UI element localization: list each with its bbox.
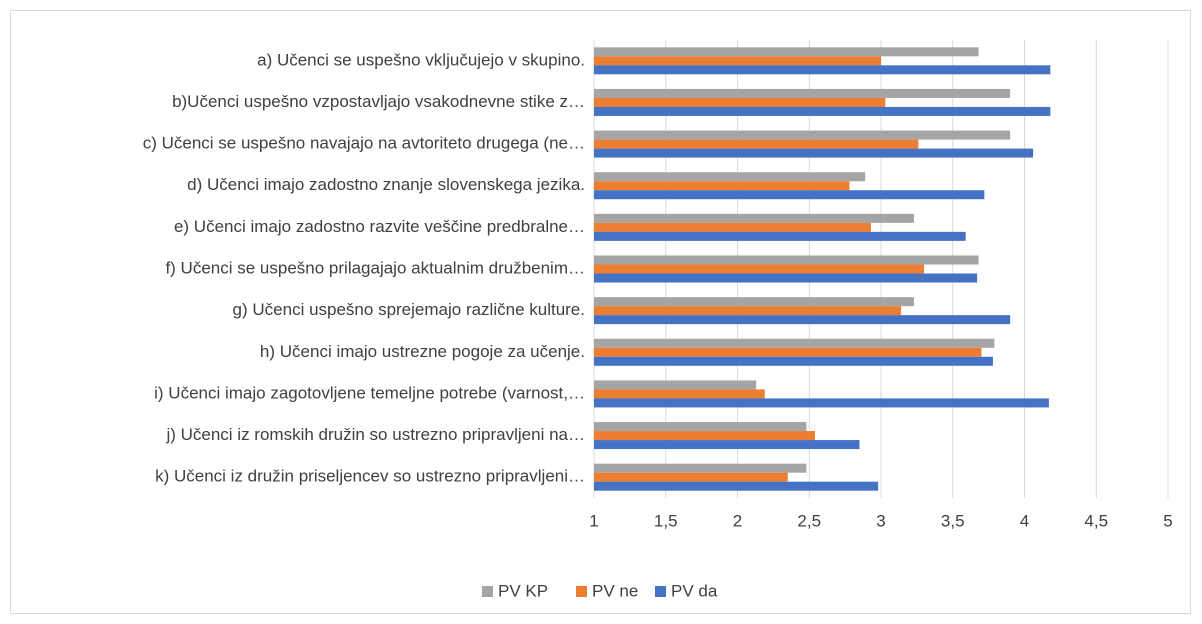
bar (594, 97, 886, 107)
x-tick-label: 3,5 (941, 511, 965, 530)
bar (594, 315, 1011, 325)
x-tick-label: 4 (1020, 511, 1029, 530)
bar (594, 472, 788, 482)
bar (594, 106, 1051, 116)
legend-label: PV ne (592, 581, 638, 600)
y-tick-label: f) Učenci se uspešno prilagajajo aktualn… (165, 258, 585, 277)
x-tick-label: 4,5 (1084, 511, 1108, 530)
bar (594, 181, 850, 191)
bar (594, 273, 978, 283)
y-tick-label: b)Učenci uspešno vzpostavljajo vsakodnev… (172, 92, 585, 111)
y-tick-label: k) Učenci iz družin priseljencev so ustr… (155, 467, 585, 486)
legend-label: PV da (671, 581, 718, 600)
bar (594, 65, 1051, 75)
y-tick-label: g) Učenci uspešno sprejemajo različne ku… (233, 300, 585, 319)
y-tick-label: h) Učenci imajo ustrezne pogoje za učenj… (260, 342, 585, 361)
legend-swatch (655, 586, 666, 597)
bar (594, 190, 985, 200)
bar (594, 338, 995, 348)
x-tick-label: 5 (1163, 511, 1172, 530)
legend-label: PV KP (498, 581, 548, 600)
bar (594, 172, 866, 182)
y-tick-label: i) Učenci imajo zagotovljene temeljne po… (154, 383, 585, 402)
x-tick-label: 1 (589, 511, 598, 530)
y-tick-label: a) Učenci se uspešno vključujejo v skupi… (257, 50, 585, 69)
legend-swatch (576, 586, 587, 597)
x-tick-label: 2 (733, 511, 742, 530)
y-tick-label: j) Učenci iz romskih družin so ustrezno … (165, 425, 585, 444)
x-tick-label: 1,5 (654, 511, 678, 530)
y-tick-label: d) Učenci imajo zadostno znanje slovensk… (187, 175, 585, 194)
x-tick-label: 3 (876, 511, 885, 530)
bar (594, 56, 881, 66)
bar (594, 47, 979, 57)
bar (594, 255, 979, 265)
bar (594, 463, 807, 473)
bar (594, 389, 765, 399)
bar (594, 306, 902, 316)
y-tick-label: e) Učenci imajo zadostno razvite veščine… (174, 217, 585, 236)
bar (594, 422, 807, 432)
bar (594, 231, 966, 241)
bar (594, 431, 815, 441)
bar (594, 130, 1011, 140)
x-tick-label: 2,5 (797, 511, 821, 530)
bar (594, 148, 1034, 158)
bar (594, 297, 915, 307)
bar (594, 264, 925, 274)
bar (594, 398, 1049, 408)
bar (594, 347, 982, 357)
bar (594, 380, 757, 390)
bar (594, 88, 1011, 98)
bar (594, 222, 871, 232)
legend-swatch (482, 586, 493, 597)
bar (594, 139, 919, 149)
bar (594, 440, 860, 450)
bar (594, 213, 915, 223)
y-tick-label: c) Učenci se uspešno navajajo na avtorit… (143, 134, 585, 153)
bar (594, 356, 993, 366)
bar (594, 481, 879, 491)
